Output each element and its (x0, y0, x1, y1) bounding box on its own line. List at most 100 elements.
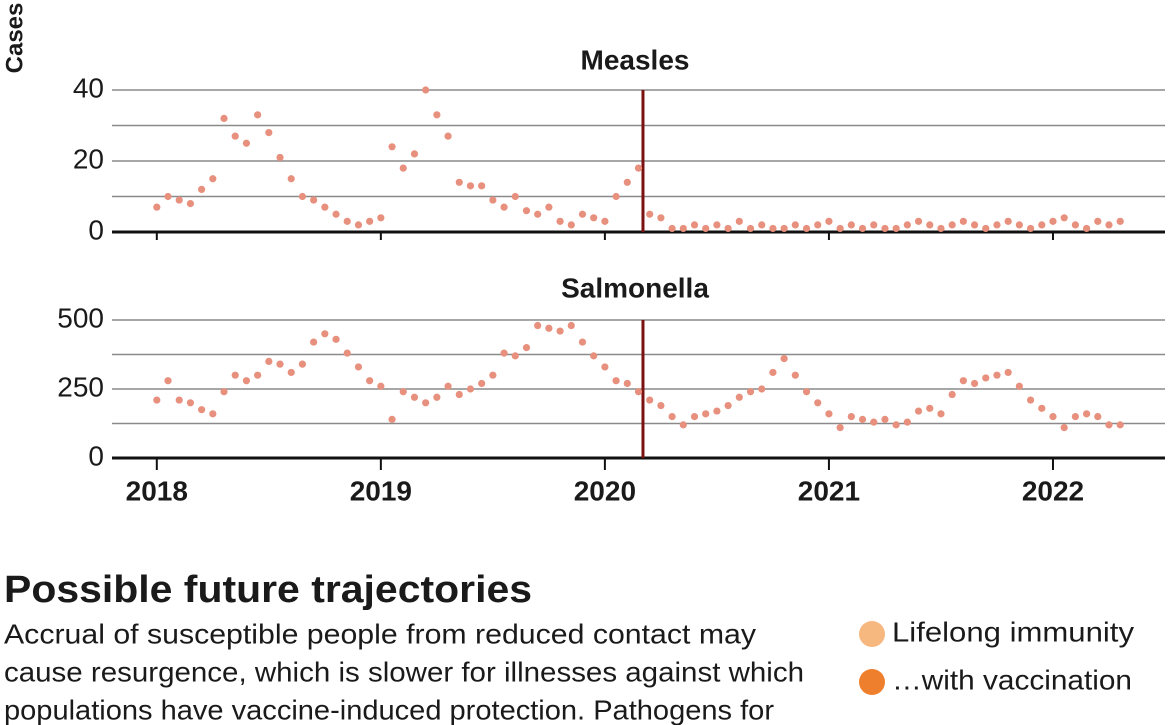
data-point (164, 377, 172, 385)
data-point (556, 327, 564, 335)
y-tick-label: 0 (88, 440, 104, 471)
data-point (332, 335, 340, 343)
data-point (959, 217, 967, 225)
body-text: populations have vaccine-induced protect… (4, 694, 774, 725)
data-point (814, 221, 822, 229)
data-point (534, 321, 542, 330)
data-point (679, 224, 687, 233)
data-point (634, 164, 643, 172)
data-point (623, 379, 631, 388)
data-point (702, 224, 710, 233)
data-point (220, 114, 228, 122)
data-point (265, 129, 273, 137)
data-point (758, 221, 766, 229)
data-point (982, 224, 990, 233)
y-axis-label: Cases (1, 3, 28, 74)
chart-title: Salmonella (561, 272, 709, 303)
data-point (690, 221, 699, 229)
data-point (623, 178, 631, 186)
data-point (466, 385, 475, 393)
data-point (567, 221, 575, 229)
chart-title: Measles (581, 44, 690, 75)
data-point (802, 224, 811, 233)
data-point (690, 413, 699, 421)
data-point (780, 224, 788, 233)
data-point (310, 338, 318, 346)
data-point (175, 196, 183, 204)
data-point (153, 203, 161, 211)
data-point (769, 224, 777, 233)
x-tick-label: 2021 (798, 475, 860, 506)
data-point (310, 196, 318, 204)
data-point (1071, 413, 1079, 421)
data-point (802, 388, 811, 396)
data-point (242, 377, 251, 385)
data-point (590, 352, 598, 360)
y-tick-label: 0 (88, 214, 104, 245)
data-point (1094, 413, 1102, 421)
data-point (870, 221, 878, 229)
data-point (668, 413, 676, 421)
data-point (836, 224, 844, 233)
data-point (287, 368, 295, 377)
data-point (646, 396, 654, 404)
data-point (758, 385, 766, 393)
data-point (858, 224, 867, 233)
data-point (209, 175, 217, 183)
data-point (388, 143, 396, 151)
data-point (298, 360, 307, 368)
data-point (1004, 368, 1012, 377)
data-point (702, 410, 710, 418)
data-point (399, 164, 407, 172)
data-point (914, 407, 923, 415)
data-point (713, 221, 721, 229)
data-point (444, 132, 452, 140)
data-point (489, 371, 497, 379)
data-point (646, 210, 654, 218)
data-point (276, 360, 284, 368)
data-point (354, 363, 363, 371)
data-point (231, 132, 239, 140)
data-point (321, 203, 329, 211)
data-point (276, 153, 284, 162)
data-point (578, 210, 587, 218)
data-point (601, 363, 609, 371)
body-text: cause resurgence, which is slower for il… (4, 656, 804, 687)
data-point (948, 390, 956, 399)
data-point (254, 111, 262, 119)
body-text: Accrual of susceptible people from reduc… (4, 618, 756, 649)
data-point (959, 377, 967, 385)
data-point (422, 399, 430, 407)
data-point (1038, 221, 1046, 229)
data-point (1082, 410, 1091, 418)
data-point (892, 421, 900, 429)
data-point (1082, 224, 1091, 233)
data-point (903, 221, 911, 229)
data-point (332, 210, 340, 218)
data-point (444, 382, 452, 390)
data-point (220, 388, 228, 396)
data-point (881, 224, 889, 233)
data-point (825, 217, 833, 225)
data-point (153, 396, 161, 404)
data-point (769, 368, 777, 377)
data-point (724, 401, 732, 410)
data-point (164, 192, 172, 201)
data-point (343, 349, 351, 357)
data-point (847, 413, 855, 421)
data-point (657, 214, 665, 222)
data-point (668, 224, 676, 233)
data-point (735, 393, 743, 401)
data-point (388, 415, 396, 423)
legend-label: …with vaccination (892, 664, 1132, 695)
data-point (198, 185, 206, 193)
data-point (265, 357, 273, 365)
data-point (1060, 424, 1068, 432)
data-point (612, 192, 620, 201)
data-point (970, 379, 979, 388)
data-point (534, 210, 542, 218)
data-point (791, 221, 799, 229)
data-point (545, 324, 553, 332)
data-point (836, 424, 844, 432)
